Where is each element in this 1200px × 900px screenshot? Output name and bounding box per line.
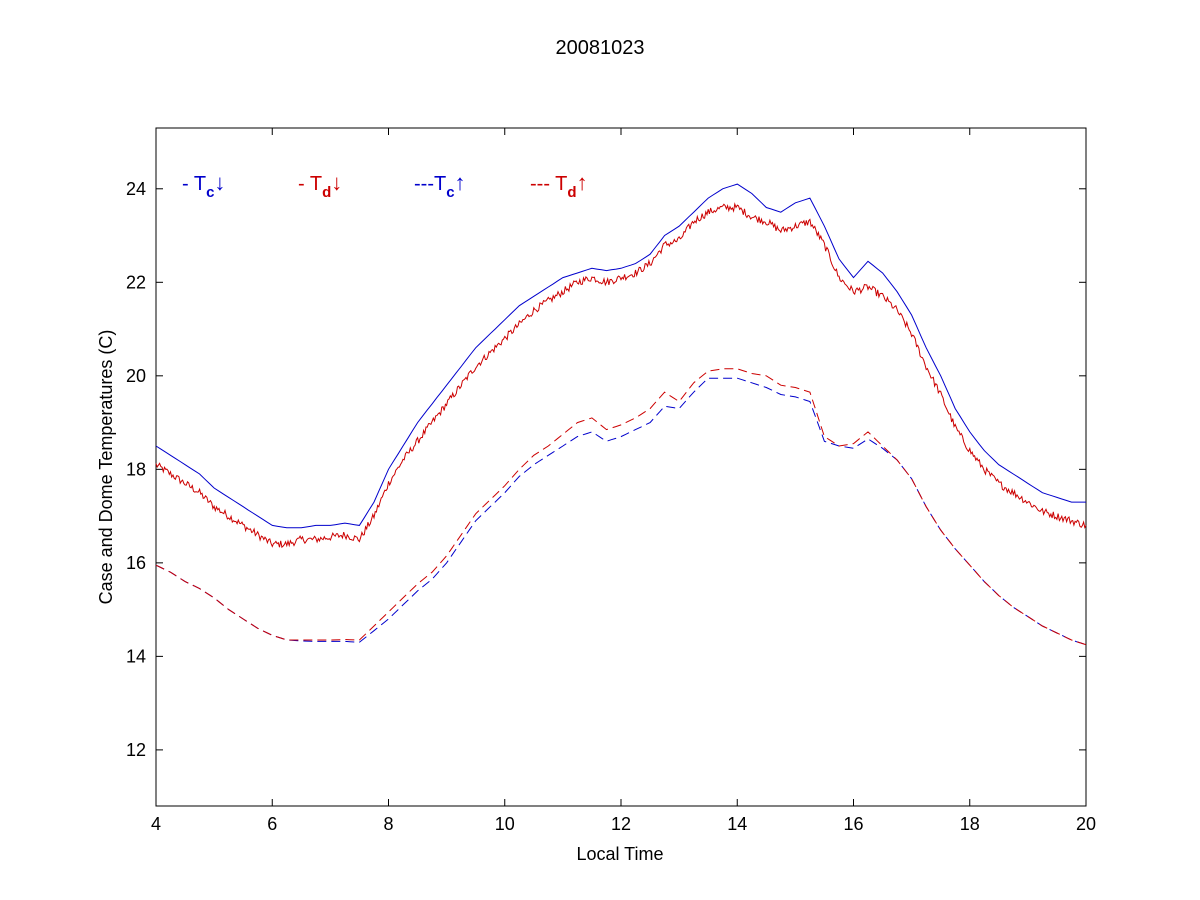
series-line-3: [155, 377, 1087, 646]
x-tick-label: 8: [383, 814, 393, 834]
legend-entry-2: - Td↓: [298, 170, 342, 201]
x-tick-label: 10: [495, 814, 515, 834]
legend-entry-4: --- Td↑: [530, 170, 588, 201]
y-tick-label: 12: [126, 740, 146, 760]
y-tick-label: 16: [126, 553, 146, 573]
series-line-2: [155, 202, 1087, 549]
y-tick-label: 14: [126, 646, 146, 666]
x-tick-label: 6: [267, 814, 277, 834]
series-line-1: [155, 183, 1086, 529]
y-tick-label: 24: [126, 179, 146, 199]
y-tick-label: 22: [126, 272, 146, 292]
chart-title: 20081023: [556, 37, 645, 59]
y-axis-label: Case and Dome Temperatures (C): [96, 330, 116, 605]
x-tick-label: 18: [960, 814, 980, 834]
y-tick-label: 18: [126, 459, 146, 479]
y-axis: 12 14 16 18 20 22 24: [126, 179, 1086, 760]
x-tick-label: 14: [727, 814, 747, 834]
x-tick-label: 20: [1076, 814, 1096, 834]
legend-entry-1: - Tc↓: [182, 170, 225, 201]
legend: - Tc↓ - Td↓ ---Tc↑ --- Td↑: [182, 170, 588, 201]
series-layer: [155, 183, 1087, 646]
legend-entry-3: ---Tc↑: [414, 170, 466, 201]
x-tick-label: 12: [611, 814, 631, 834]
x-axis: 4 6 8 10 12 14 16 18 20: [151, 128, 1096, 834]
x-tick-label: 4: [151, 814, 161, 834]
series-line-4: [155, 368, 1087, 646]
y-tick-label: 20: [126, 366, 146, 386]
x-axis-label: Local Time: [576, 844, 663, 864]
x-tick-label: 16: [843, 814, 863, 834]
